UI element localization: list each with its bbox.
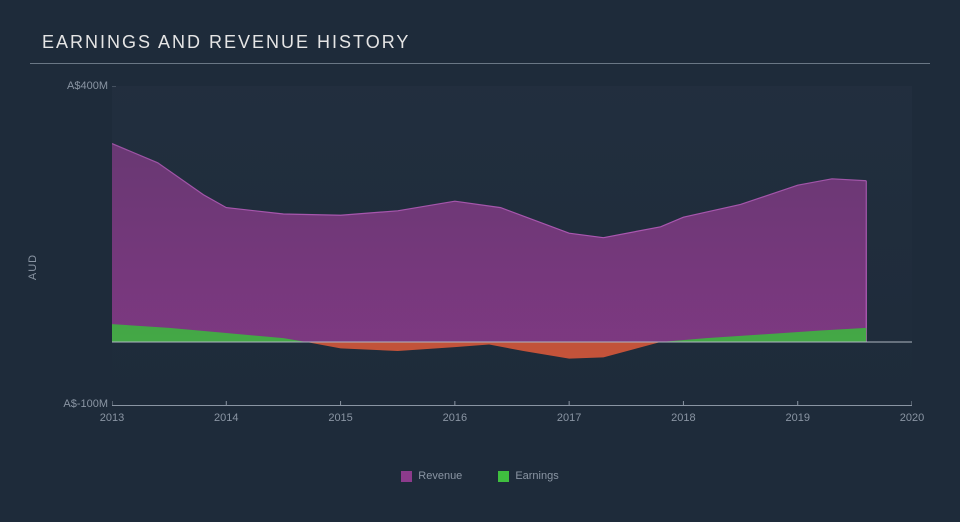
legend-item-earnings: Earnings <box>498 470 558 482</box>
legend-item-revenue: Revenue <box>401 470 462 482</box>
x-tick-label: 2018 <box>671 412 695 424</box>
plot-background <box>112 86 912 406</box>
x-tick-label: 2019 <box>785 412 809 424</box>
chart-area: AUD A$400M A$-100M 2013 2014 2015 2016 2017 2… <box>30 72 930 462</box>
x-tick-label: 2020 <box>900 412 924 424</box>
y-tick-bottom: A$-100M <box>56 398 108 410</box>
legend: Revenue Earnings <box>30 470 930 482</box>
swatch-revenue <box>401 471 412 482</box>
chart-container: EARNINGS AND REVENUE HISTORY AUD A$400M … <box>0 0 960 522</box>
y-axis-label: AUD <box>27 254 39 280</box>
x-tick-label: 2015 <box>328 412 352 424</box>
x-tick-label: 2016 <box>443 412 467 424</box>
x-tick-label: 2013 <box>100 412 124 424</box>
title-rule <box>30 63 930 64</box>
plot-region <box>112 86 912 406</box>
swatch-earnings <box>498 471 509 482</box>
chart-title: EARNINGS AND REVENUE HISTORY <box>42 32 930 53</box>
legend-label-earnings: Earnings <box>515 470 558 482</box>
x-tick-label: 2017 <box>557 412 581 424</box>
x-tick-label: 2014 <box>214 412 238 424</box>
y-tick-top: A$400M <box>56 80 108 92</box>
legend-label-revenue: Revenue <box>418 470 462 482</box>
